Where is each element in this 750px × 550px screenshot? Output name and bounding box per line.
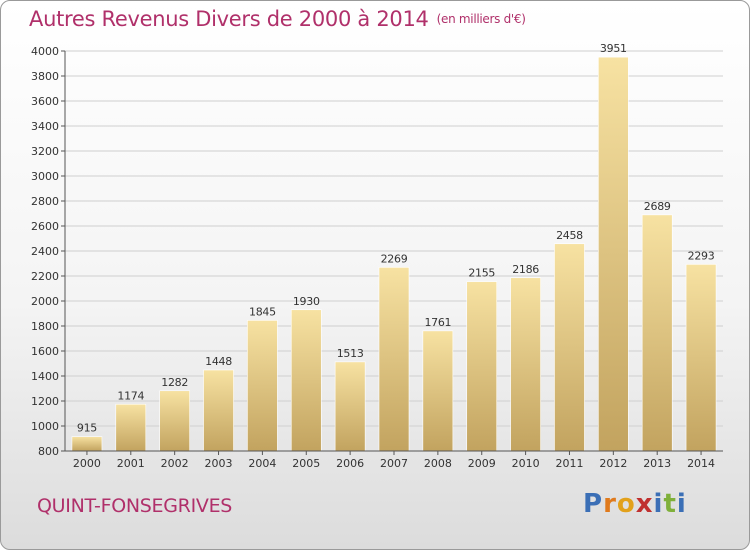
bar — [115, 403, 147, 452]
y-tick-label: 2400 — [31, 245, 59, 258]
chart-title-text: Autres Revenus Divers de 2000 à 2014 — [29, 7, 429, 31]
bar — [641, 214, 673, 452]
bar — [422, 330, 454, 452]
y-tick-label: 2000 — [31, 295, 59, 308]
x-tick-label: 2008 — [424, 457, 452, 470]
x-tick-label: 2001 — [117, 457, 145, 470]
bars — [71, 56, 717, 452]
y-tick-label: 3600 — [31, 95, 59, 108]
y-tick-label: 800 — [38, 445, 59, 458]
y-tick-label: 1000 — [31, 420, 59, 433]
proxiti-logo: Proxiti — [583, 489, 687, 519]
logo-letter: o — [616, 489, 636, 519]
data-label: 1761 — [424, 316, 451, 329]
town-name: QUINT-FONSEGRIVES — [37, 495, 233, 517]
bar — [247, 320, 278, 452]
bar — [203, 369, 234, 452]
x-tick-label: 2002 — [161, 457, 189, 470]
bar — [685, 264, 717, 452]
logo-letter: r — [603, 489, 617, 519]
data-label: 3951 — [600, 42, 627, 55]
y-tick-label: 3400 — [31, 120, 59, 133]
bar — [510, 277, 541, 452]
x-tick-label: 2011 — [555, 457, 583, 470]
x-tick-label: 2014 — [687, 457, 715, 470]
x-tick-label: 2003 — [205, 457, 233, 470]
bar — [71, 436, 103, 452]
x-tick-label: 2005 — [292, 457, 320, 470]
logo-letter: x — [635, 489, 654, 519]
data-label: 915 — [77, 422, 97, 435]
bar — [554, 243, 585, 452]
data-label: 1448 — [205, 355, 232, 368]
x-tick-label: 2009 — [468, 457, 496, 470]
chart-unit: (en milliers d'€) — [436, 12, 526, 26]
y-tick-label: 1400 — [31, 370, 59, 383]
data-label: 1845 — [249, 305, 276, 318]
y-tick-label: 4000 — [31, 45, 59, 58]
logo-letter: P — [583, 489, 604, 519]
bar — [378, 267, 410, 452]
logo-letter: i — [653, 489, 664, 519]
x-tick-label: 2004 — [248, 457, 276, 470]
y-tick-label: 1800 — [31, 320, 59, 333]
data-label: 1930 — [293, 295, 320, 308]
logo-letter: t — [663, 489, 677, 519]
bar — [159, 390, 190, 452]
y-tick-label: 1600 — [31, 345, 59, 358]
bar — [290, 309, 322, 452]
data-label: 1174 — [117, 389, 144, 402]
x-tick-label: 2010 — [512, 457, 540, 470]
axes: 800 1000 1200 1400 1600 1800 2000 2200 2400 2600 2… — [31, 45, 723, 470]
data-label: 2689 — [644, 200, 671, 213]
chart-title: Autres Revenus Divers de 2000 à 2014 (en … — [29, 7, 526, 31]
y-tick-label: 1200 — [31, 395, 59, 408]
data-label: 2155 — [468, 267, 495, 280]
x-tick-label: 2013 — [643, 457, 671, 470]
y-tick-label: 3000 — [31, 170, 59, 183]
data-label: 1282 — [161, 376, 188, 389]
x-tick-label: 2007 — [380, 457, 408, 470]
logo-letter: i — [676, 489, 687, 519]
y-tick-label: 2800 — [31, 195, 59, 208]
data-label: 1513 — [337, 347, 364, 360]
data-label: 2293 — [688, 249, 715, 262]
data-label: 2458 — [556, 229, 583, 242]
data-labels: 915 1174 1282 1448 1845 1930 1513 2269 1761 2155 2… — [77, 42, 715, 435]
bar — [598, 56, 629, 452]
x-tick-label: 2000 — [73, 457, 101, 470]
bar — [466, 281, 498, 452]
y-tick-label: 2600 — [31, 220, 59, 233]
data-label: 2269 — [381, 252, 408, 265]
y-tick-label: 3200 — [31, 145, 59, 158]
bar — [334, 361, 366, 452]
x-tick-label: 2012 — [599, 457, 627, 470]
y-tick-label: 3800 — [31, 70, 59, 83]
y-tick-label: 2200 — [31, 270, 59, 283]
data-label: 2186 — [512, 263, 539, 276]
x-tick-label: 2006 — [336, 457, 364, 470]
